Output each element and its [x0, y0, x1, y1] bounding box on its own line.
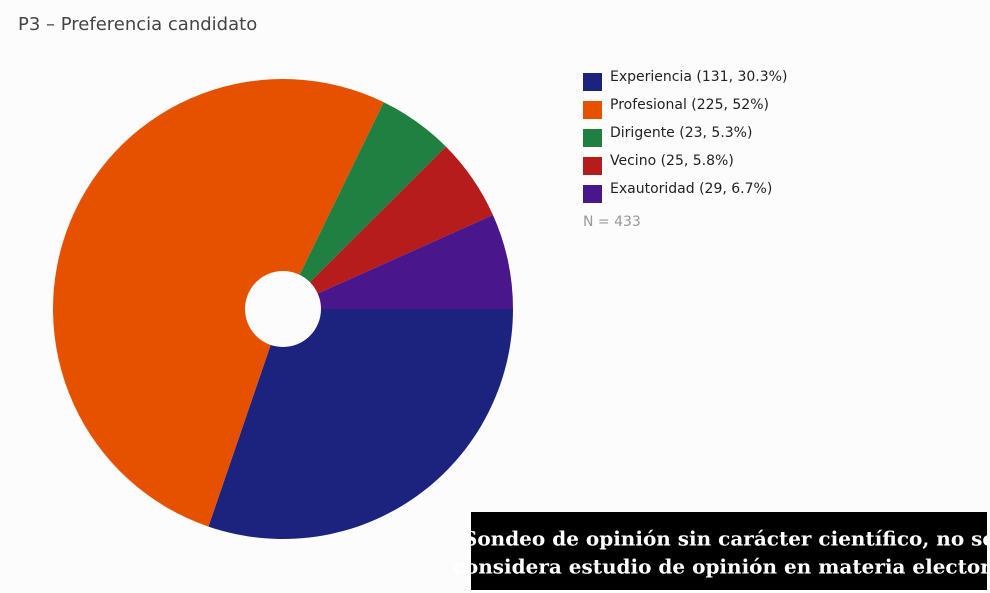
disclaimer-line: considera estudio de opinión en materia …	[453, 555, 990, 579]
disclaimer-box	[471, 512, 987, 590]
pie-slice	[208, 309, 514, 539]
pie-slice	[283, 102, 446, 309]
legend-swatch	[583, 129, 602, 147]
pie	[52, 78, 514, 539]
pie-slice	[283, 215, 513, 309]
legend: Experiencia (131, 30.3%) Profesional (225…	[583, 69, 787, 203]
legend-swatch	[583, 157, 602, 175]
total-note: N = 433	[583, 214, 641, 230]
legend-label: Profesional (225, 52%)	[610, 97, 769, 113]
legend-label: Exautoridad (29, 6.7%)	[610, 181, 772, 197]
legend-label: Dirigente (23, 5.3%)	[610, 125, 752, 141]
legend-swatch	[583, 73, 602, 91]
pie-slice	[283, 146, 493, 309]
legend-label: Experiencia (131, 30.3%)	[610, 69, 787, 85]
chart-title: P3 – Preferencia candidato	[18, 14, 257, 35]
legend-swatch	[583, 185, 602, 203]
legend-swatch	[583, 101, 602, 119]
pie-slice	[52, 78, 384, 527]
disclaimer-line: Sondeo de opinión sin carácter científic…	[463, 527, 990, 551]
legend-label: Vecino (25, 5.8%)	[610, 153, 734, 169]
pie-hole	[245, 271, 321, 347]
